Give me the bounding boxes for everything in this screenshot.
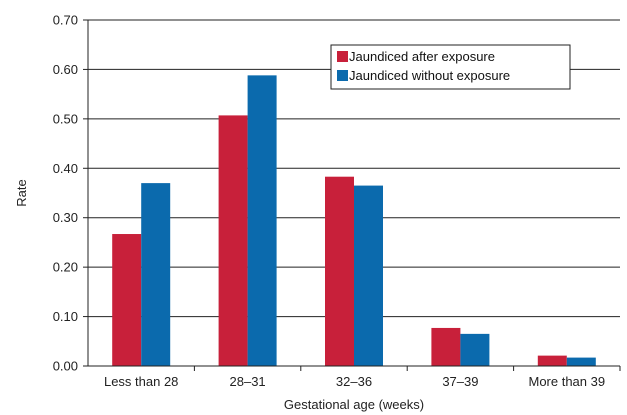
y-axis-title: Rate	[14, 179, 29, 206]
bar-unexposed	[566, 357, 596, 366]
bar-unexposed	[354, 185, 383, 366]
bars	[112, 75, 596, 367]
legend-label-unexposed: Jaundiced without exposure	[349, 68, 510, 83]
bar-unexposed	[460, 333, 490, 366]
bar-unexposed	[247, 75, 277, 367]
y-tick-label: 0.00	[53, 359, 78, 374]
axes	[87, 20, 620, 367]
bar-unexposed	[141, 183, 171, 366]
bar-exposed	[112, 234, 142, 366]
legend-label-exposed: Jaundiced after exposure	[349, 49, 495, 64]
x-tick-label: 32–36	[336, 374, 372, 389]
y-tick-label: 0.30	[53, 210, 78, 225]
legend: Jaundiced after exposure Jaundiced witho…	[330, 44, 571, 90]
y-tick-label: 0.60	[53, 62, 78, 77]
legend-box	[330, 44, 571, 90]
y-tick-label: 0.20	[53, 260, 78, 275]
y-tick-label: 0.70	[53, 13, 78, 28]
bar-exposed	[218, 115, 248, 366]
x-tick-label: Less than 28	[104, 374, 178, 389]
bar-exposed	[537, 355, 567, 366]
legend-swatch-exposed	[337, 51, 348, 62]
bar-exposed	[431, 327, 461, 366]
x-tick-label: 37–39	[442, 374, 478, 389]
y-tick-label: 0.50	[53, 111, 78, 126]
y-tick-label: 0.10	[53, 309, 78, 324]
x-tick-label: More than 39	[528, 374, 605, 389]
legend-swatch-unexposed	[337, 70, 348, 81]
y-tick-labels: 0.00 0.10 0.20 0.30 0.40 0.50 0.60 0.70	[53, 13, 78, 374]
x-axis-title: Gestational age (weeks)	[284, 397, 424, 412]
y-tick-label: 0.40	[53, 161, 78, 176]
bar-exposed	[325, 176, 354, 366]
x-tick-label: 28–31	[230, 374, 266, 389]
x-tick-labels: Less than 28 28–31 32–36 37–39 More than 39	[104, 366, 621, 389]
